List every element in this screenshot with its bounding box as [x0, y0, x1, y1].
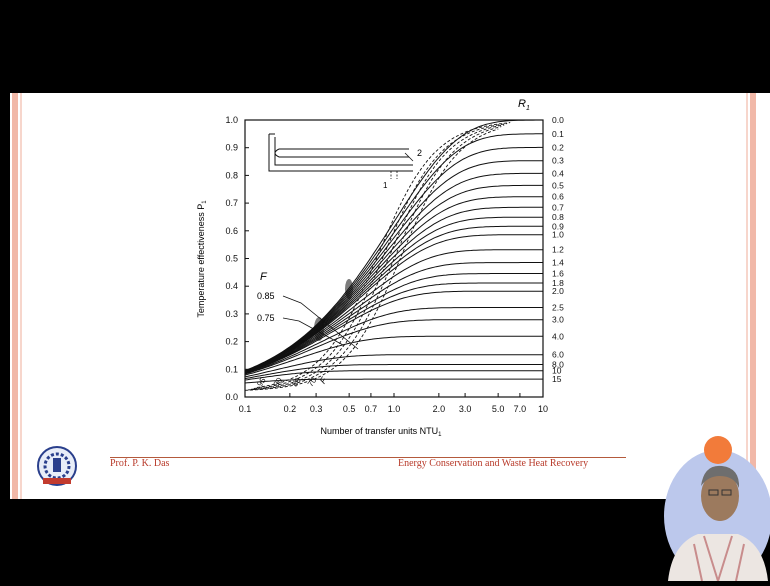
r-series-label: 1.0: [552, 230, 564, 240]
inset-label-2: 2: [417, 148, 422, 158]
r-series-label: 1.2: [552, 245, 564, 255]
exchanger-inset-diagram: 2 1: [268, 133, 422, 190]
r-series-label: 2.5: [552, 303, 564, 313]
series-line-r: [244, 354, 543, 378]
series-line-r: [244, 290, 543, 374]
series-line-r: [244, 282, 543, 374]
series-line-r: [244, 319, 543, 375]
x-tick-label: 0.3: [310, 404, 323, 414]
f-leader-075: [282, 317, 344, 346]
series-line-r: [244, 335, 543, 376]
f-leader-085: [282, 295, 359, 350]
f-bottom-end-label: F: [318, 375, 330, 386]
series-line-r: [244, 307, 543, 374]
presenter-video-thumbnail: [664, 432, 770, 582]
x-tick-label: 0.1: [239, 404, 252, 414]
series-line-r: [244, 364, 543, 380]
f-title-label: F: [260, 271, 268, 283]
r-series-label: 0.3: [552, 156, 564, 166]
y-tick-label: 0.0: [225, 392, 238, 402]
y-tick-label: 0.3: [225, 309, 238, 319]
r-series-label: 1.4: [552, 258, 564, 268]
r-series-label: 0.1: [552, 129, 564, 139]
y-tick-label: 0.8: [225, 170, 238, 180]
y-tick-label: 0.6: [225, 226, 238, 236]
r-series-label: 0.5: [552, 180, 564, 190]
f-dashed-line: [247, 126, 502, 391]
presenter-name: Prof. P. K. Das: [110, 458, 170, 469]
r-series-label: 0.0: [552, 115, 564, 125]
r-series-label: 0.6: [552, 192, 564, 202]
r-series-label: 0.9: [552, 221, 564, 231]
r-series-label: 0.7: [552, 202, 564, 212]
x-tick-label: 10: [538, 404, 548, 414]
f-label-085: 0.85: [257, 291, 275, 301]
iit-kharagpur-logo: [29, 444, 85, 488]
y-tick-label: 0.9: [225, 143, 238, 153]
f-dashed-line: [253, 123, 508, 389]
y-axis-label: Temperature effectiveness P1: [196, 200, 208, 318]
f-label-075: 0.75: [257, 313, 275, 323]
r-series-label: 0.8: [552, 212, 564, 222]
x-tick-label: 0.2: [284, 404, 297, 414]
r-series-label: 8.0: [552, 360, 564, 370]
inset-label-1: 1: [383, 181, 388, 190]
r-series-label: 0.2: [552, 142, 564, 152]
y-tick-label: 0.7: [225, 198, 238, 208]
effectiveness-chart: 0.1 0.2 0.3 0.5 0.7 1.0 2.0 3.0 5.0 7.0 100.00.10.…: [183, 93, 577, 437]
x-axis-label: Number of transfer units NTU1: [321, 426, 443, 437]
r-series-label: 15: [552, 374, 562, 384]
x-tick-label: 0.5: [343, 404, 356, 414]
r-series-label: 0.4: [552, 168, 564, 178]
series-line-r: [244, 234, 543, 373]
r-series-label: 4.0: [552, 331, 564, 341]
slide-left-border: [12, 93, 18, 499]
x-tick-label: 5.0: [492, 404, 505, 414]
y-tick-label: 0.4: [225, 281, 238, 291]
slide-right-border-inner: [746, 93, 748, 499]
r-series-label: 1.8: [552, 278, 564, 288]
y-tick-label: 1.0: [225, 115, 238, 125]
r-series-label: 6.0: [552, 350, 564, 360]
chart-background: [183, 93, 577, 437]
series-line-r: [244, 249, 543, 373]
r-series-label: 3.0: [552, 315, 564, 325]
y-tick-label: 0.1: [225, 364, 238, 374]
x-tick-label: 2.0: [433, 404, 446, 414]
series-line-r: [244, 262, 543, 373]
slide-left-border-inner: [20, 93, 22, 499]
slide-right-border: [750, 93, 756, 499]
x-tick-label: 7.0: [514, 404, 527, 414]
y-tick-label: 0.5: [225, 254, 238, 264]
y-tick-label: 0.2: [225, 337, 238, 347]
r-series-label: 10: [552, 366, 562, 376]
x-tick-label: 1.0: [388, 404, 401, 414]
x-tick-label: 3.0: [459, 404, 472, 414]
f-dashed-line: [244, 128, 499, 391]
course-title: Energy Conservation and Waste Heat Recov…: [398, 458, 589, 469]
r-series-label: 1.6: [552, 269, 564, 279]
series-line-r: [244, 273, 543, 374]
f-dashed-line: [250, 124, 505, 390]
right-axis-title: R1: [518, 98, 530, 112]
curve-crowding-mark: [345, 279, 353, 299]
r-series-label: 2.0: [552, 286, 564, 296]
series-line-r: [244, 370, 543, 381]
x-tick-label: 0.7: [365, 404, 378, 414]
footer-divider: [110, 457, 626, 458]
curve-crowding-mark: [314, 317, 324, 341]
